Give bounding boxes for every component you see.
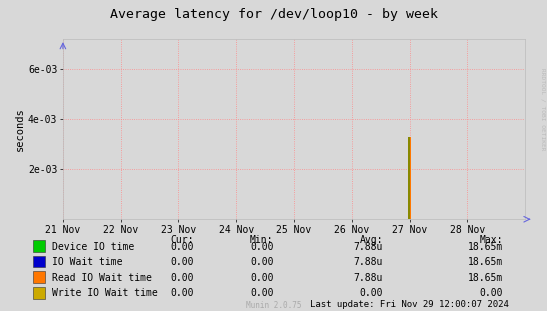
Text: 7.88u: 7.88u: [353, 273, 383, 283]
Text: Avg:: Avg:: [359, 235, 383, 245]
Text: 0.00: 0.00: [250, 273, 274, 283]
Text: Munin 2.0.75: Munin 2.0.75: [246, 301, 301, 310]
Text: Max:: Max:: [480, 235, 503, 245]
Text: Device IO time: Device IO time: [52, 242, 134, 252]
Text: Read IO Wait time: Read IO Wait time: [52, 273, 152, 283]
Text: Min:: Min:: [250, 235, 274, 245]
Text: 0.00: 0.00: [171, 273, 194, 283]
Text: 7.88u: 7.88u: [353, 242, 383, 252]
Text: RRDTOOL / TOBI OETIKER: RRDTOOL / TOBI OETIKER: [541, 67, 546, 150]
Text: Last update: Fri Nov 29 12:00:07 2024: Last update: Fri Nov 29 12:00:07 2024: [310, 300, 509, 309]
Text: 7.88u: 7.88u: [353, 257, 383, 267]
Text: 0.00: 0.00: [250, 257, 274, 267]
Text: 0.00: 0.00: [250, 242, 274, 252]
Text: Average latency for /dev/loop10 - by week: Average latency for /dev/loop10 - by wee…: [109, 8, 438, 21]
Text: 0.00: 0.00: [480, 288, 503, 298]
Text: 0.00: 0.00: [171, 288, 194, 298]
Text: 0.00: 0.00: [171, 242, 194, 252]
Text: 18.65m: 18.65m: [468, 257, 503, 267]
Text: IO Wait time: IO Wait time: [52, 257, 123, 267]
Text: Write IO Wait time: Write IO Wait time: [52, 288, 158, 298]
Text: 0.00: 0.00: [359, 288, 383, 298]
Y-axis label: seconds: seconds: [15, 107, 25, 151]
Text: 18.65m: 18.65m: [468, 273, 503, 283]
Text: 0.00: 0.00: [171, 257, 194, 267]
Text: 0.00: 0.00: [250, 288, 274, 298]
Text: 18.65m: 18.65m: [468, 242, 503, 252]
Text: Cur:: Cur:: [171, 235, 194, 245]
